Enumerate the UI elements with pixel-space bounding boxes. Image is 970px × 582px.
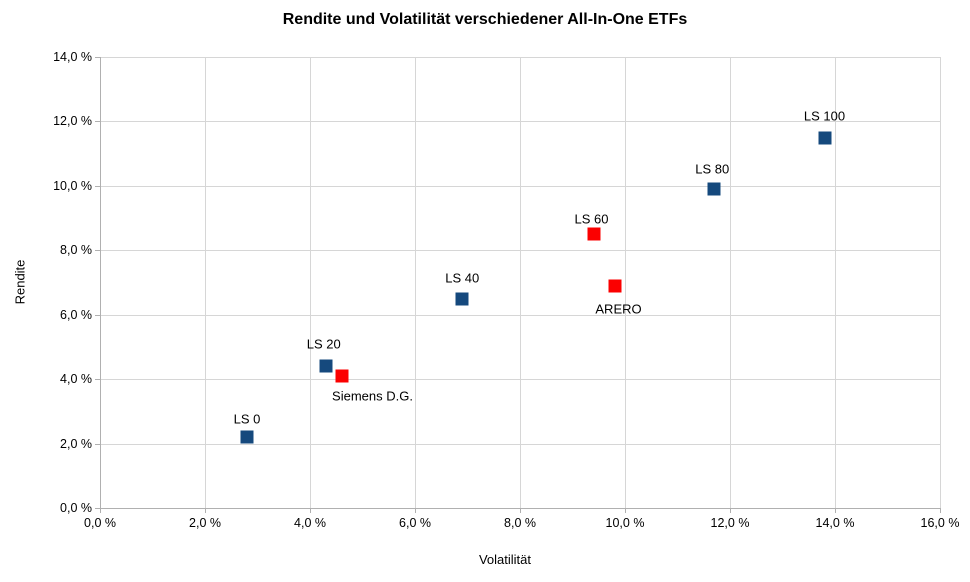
y-gridline	[100, 250, 940, 252]
chart-title: Rendite und Volatilität verschiedener Al…	[282, 11, 688, 28]
x-tick-label: 2,0 %	[189, 516, 221, 530]
x-axis-tick	[625, 508, 626, 513]
x-axis-tick	[730, 508, 731, 513]
data-point-marker	[818, 131, 831, 145]
data-point-marker	[608, 279, 621, 293]
y-gridline	[100, 379, 940, 381]
y-tick-label: 6,0 %	[60, 307, 92, 322]
x-tick-label: 4,0 %	[294, 516, 326, 530]
y-axis-tick	[95, 443, 100, 445]
data-point-label: LS 20	[306, 336, 341, 352]
x-tick-label: 14,0 %	[815, 516, 855, 530]
y-tick-label: 10,0 %	[53, 178, 92, 193]
x-axis-line	[95, 508, 940, 509]
data-point-label: ARERO	[595, 301, 642, 317]
x-gridline	[730, 57, 731, 508]
data-point-label: LS 60	[574, 211, 609, 227]
y-axis-tick	[95, 314, 100, 316]
x-axis-tick	[835, 508, 836, 513]
x-axis-tick	[310, 508, 311, 513]
y-gridline	[100, 314, 940, 316]
data-point-label: Siemens D.G.	[332, 388, 413, 404]
y-gridline	[100, 121, 940, 123]
data-point-marker	[587, 227, 600, 241]
data-point-marker	[240, 430, 254, 444]
y-axis-tick	[95, 508, 100, 509]
data-point-label: LS 40	[445, 270, 480, 286]
x-gridline	[940, 57, 941, 508]
data-point-label: LS 100	[803, 108, 846, 124]
x-gridline	[310, 57, 311, 508]
x-tick-label: 10,0 %	[605, 516, 645, 530]
x-axis-tick	[415, 508, 416, 513]
y-axis-tick	[95, 121, 100, 123]
x-axis-tick	[205, 508, 206, 513]
y-gridline	[100, 57, 940, 58]
y-axis-tick	[95, 185, 100, 187]
x-axis-tick	[940, 508, 941, 513]
y-gridline	[100, 185, 940, 187]
y-tick-label: 14,0 %	[53, 50, 92, 64]
y-tick-label: 2,0 %	[60, 436, 92, 451]
data-point-marker	[335, 369, 348, 383]
y-tick-label: 8,0 %	[60, 243, 92, 258]
y-axis-tick	[95, 57, 100, 58]
x-axis-tick	[100, 508, 101, 513]
x-gridline	[415, 57, 416, 508]
x-tick-label: 8,0 %	[504, 516, 536, 530]
x-axis-title: Volatilität	[478, 552, 532, 567]
y-tick-label: 4,0 %	[60, 372, 92, 387]
data-point-marker	[319, 359, 333, 373]
x-gridline	[625, 57, 626, 508]
x-gridline	[835, 57, 836, 508]
x-gridline	[205, 57, 206, 508]
x-axis-tick	[520, 508, 521, 513]
y-tick-label: 0,0 %	[60, 501, 92, 515]
x-tick-label: 6,0 %	[399, 516, 431, 530]
y-axis-tick	[95, 250, 100, 252]
y-axis-line	[100, 57, 101, 513]
x-gridline	[520, 57, 521, 508]
data-point-label: LS 0	[233, 411, 261, 427]
y-axis-tick	[95, 379, 100, 381]
data-point-label: LS 80	[695, 161, 730, 177]
x-tick-label: 12,0 %	[710, 516, 750, 530]
y-gridline	[100, 443, 940, 445]
y-tick-label: 12,0 %	[53, 114, 92, 129]
x-tick-label: 16,0 %	[920, 516, 960, 530]
y-axis-title: Rendite	[12, 259, 28, 305]
data-point-marker	[707, 182, 721, 196]
x-tick-label: 0,0 %	[84, 516, 116, 530]
data-point-marker	[455, 292, 469, 306]
